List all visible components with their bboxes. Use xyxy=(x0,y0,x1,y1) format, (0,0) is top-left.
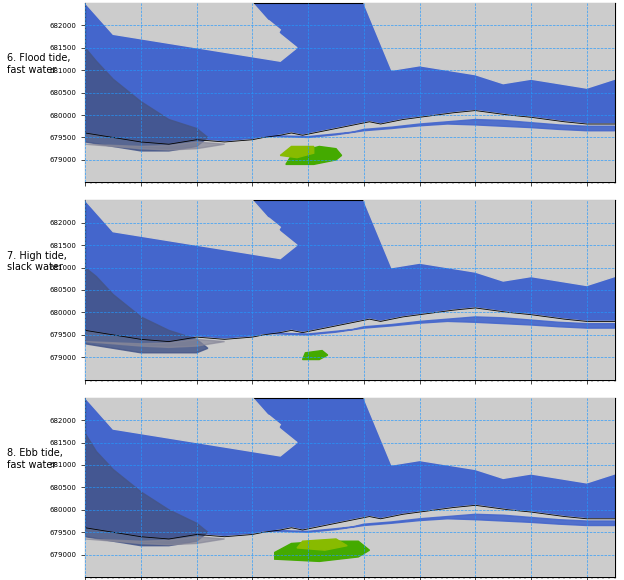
Polygon shape xyxy=(85,398,615,539)
Polygon shape xyxy=(85,398,297,456)
Polygon shape xyxy=(85,3,297,61)
Polygon shape xyxy=(85,536,225,545)
Polygon shape xyxy=(85,398,615,577)
Polygon shape xyxy=(85,200,615,380)
Polygon shape xyxy=(253,119,615,137)
Polygon shape xyxy=(303,350,328,360)
Polygon shape xyxy=(236,214,280,236)
Polygon shape xyxy=(236,411,280,433)
Text: 6. Flood tide,
fast water: 6. Flood tide, fast water xyxy=(7,53,71,75)
Polygon shape xyxy=(85,142,225,150)
Polygon shape xyxy=(85,339,225,347)
Polygon shape xyxy=(253,317,615,335)
Polygon shape xyxy=(364,398,615,483)
Polygon shape xyxy=(85,505,615,577)
Polygon shape xyxy=(85,200,208,353)
Polygon shape xyxy=(85,111,615,182)
Text: 7. High tide,
slack water: 7. High tide, slack water xyxy=(7,251,67,272)
Polygon shape xyxy=(286,147,341,164)
Polygon shape xyxy=(364,3,615,88)
Polygon shape xyxy=(85,3,615,182)
Polygon shape xyxy=(85,3,208,151)
Polygon shape xyxy=(85,398,615,536)
Polygon shape xyxy=(297,539,347,550)
Polygon shape xyxy=(85,200,615,342)
Polygon shape xyxy=(85,3,615,142)
Polygon shape xyxy=(364,200,615,285)
Polygon shape xyxy=(85,308,615,380)
Polygon shape xyxy=(85,3,615,144)
Text: 8. Ebb tide,
fast water: 8. Ebb tide, fast water xyxy=(7,448,63,469)
Polygon shape xyxy=(253,514,615,532)
Polygon shape xyxy=(280,147,314,158)
Polygon shape xyxy=(85,200,297,259)
Polygon shape xyxy=(236,16,280,39)
Polygon shape xyxy=(275,541,369,561)
Polygon shape xyxy=(85,200,615,339)
Polygon shape xyxy=(85,398,208,546)
